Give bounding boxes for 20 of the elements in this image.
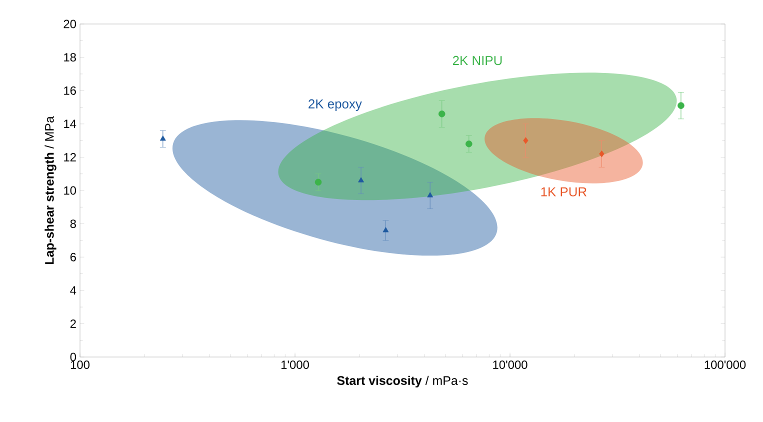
y-tick-label: 14 [64, 120, 76, 128]
text: 2K NIPU [452, 56, 502, 66]
y-tick-label: 10 [64, 186, 76, 195]
y-tick-label: 12 [64, 153, 76, 162]
text: 2K epoxy [308, 99, 362, 112]
text: 1K PUR [541, 187, 586, 196]
y-tick-label: 18 [64, 53, 76, 62]
x-tick-label: 1'000 [281, 360, 309, 369]
y-tick-label: 6 [70, 252, 76, 262]
y-tick-label: 0 [70, 352, 76, 362]
y-tick-label: 8 [70, 220, 76, 228]
y-tick-label: 16 [64, 86, 76, 95]
x-tick-label: 100 [70, 360, 90, 369]
y-tick-label: 4 [70, 286, 76, 295]
y-tick-label: 20 [64, 20, 76, 28]
x-tick-label: 10'000 [493, 360, 528, 369]
y-axis-title: Lap-shear strength / MPa [44, 116, 56, 264]
y-tick-label: 2 [70, 320, 76, 328]
x-tick-label: 100'000 [704, 360, 746, 369]
x-axis-title: Start viscosity / mPa·s [337, 376, 468, 388]
